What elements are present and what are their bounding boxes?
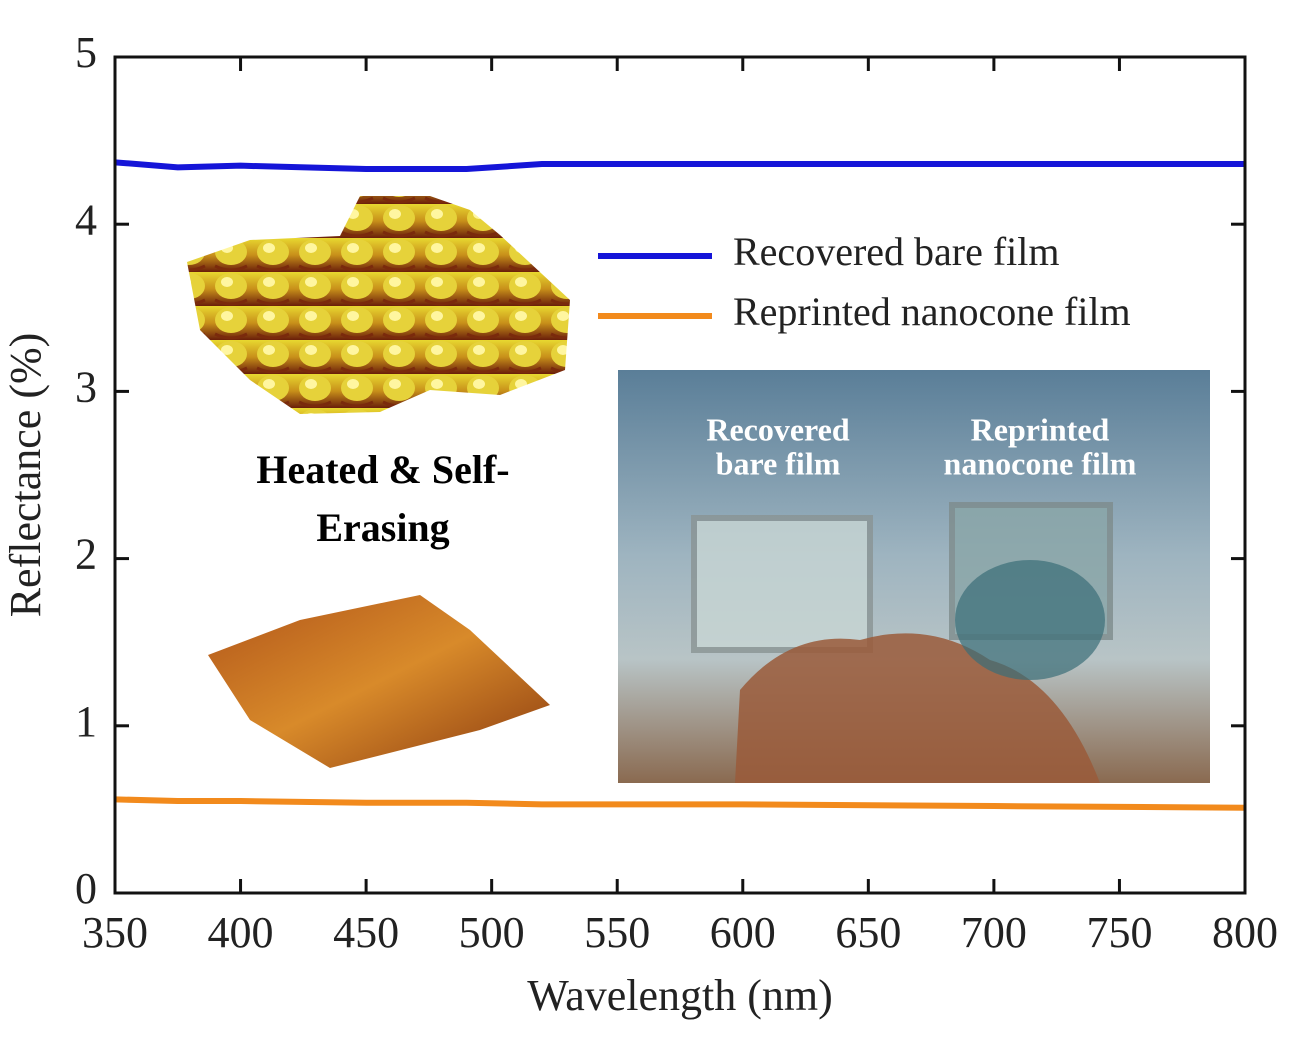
annotation: Recovered	[706, 411, 850, 447]
y-tick-label: 5	[75, 28, 97, 77]
annotation: nanocone film	[944, 445, 1137, 481]
legend-label: Recovered bare film	[733, 229, 1060, 274]
afm-flat-image	[208, 595, 550, 768]
x-tick-label: 800	[1212, 908, 1278, 957]
plot-area: 350 400 450 500 550 600 650 700 750 800 0 1 2 3 4 5 Wave…	[1, 28, 1278, 1020]
data-line	[114, 159, 1245, 173]
legend-label: Reprinted nanocone film	[733, 289, 1131, 334]
photo-inset	[618, 370, 1210, 783]
y-tick-label: 4	[75, 195, 97, 244]
y-axis-title: Reflectance (%)	[1, 333, 50, 618]
x-tick-label: 450	[333, 908, 399, 957]
legend: Recovered bare film Reprinted nanocone fi…	[598, 229, 1131, 334]
x-tick-label: 600	[710, 908, 776, 957]
x-tick-label: 500	[459, 908, 525, 957]
y-tick-label: 1	[75, 697, 97, 746]
y-tick-label: 2	[75, 530, 97, 579]
x-tick-label: 700	[961, 908, 1027, 957]
plot-frame	[113, 55, 1247, 895]
afm-nanocone-image	[187, 196, 570, 414]
x-tick-label: 350	[82, 908, 148, 957]
annotation: Erasing	[316, 505, 449, 550]
annotation: Heated & Self-	[256, 447, 509, 492]
dome	[955, 560, 1105, 680]
x-tick-label: 400	[208, 908, 274, 957]
x-tick-label: 750	[1086, 908, 1152, 957]
bare-film-sample	[691, 515, 873, 653]
data-line	[114, 796, 1246, 811]
y-tick-label: 0	[75, 864, 97, 913]
annotation: Reprinted	[971, 411, 1110, 447]
x-axis-title: Wavelength (nm)	[527, 971, 833, 1020]
x-tick-label: 550	[584, 908, 650, 957]
y-tick-label: 3	[75, 362, 97, 411]
annotation: bare film	[716, 445, 841, 481]
x-tick-label: 650	[835, 908, 901, 957]
